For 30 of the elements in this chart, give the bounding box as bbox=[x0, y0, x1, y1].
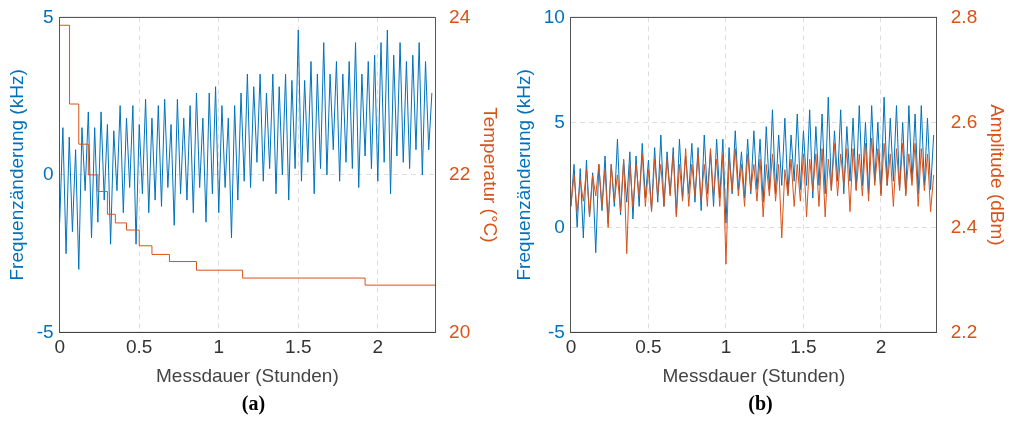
y2-tick-label: 2.8 bbox=[950, 5, 978, 27]
y-tick-label: -5 bbox=[36, 320, 54, 342]
x-tick-label: 0.5 bbox=[635, 336, 662, 358]
x-tick-label: 1 bbox=[213, 336, 225, 358]
x-tick-label: 1.5 bbox=[790, 336, 817, 358]
y-tick-label: 5 bbox=[43, 5, 54, 27]
x-tick-label: 1.5 bbox=[285, 336, 312, 358]
y2-axis-title: Amplitude (dBm) bbox=[987, 104, 1009, 246]
y2-tick-label: 22 bbox=[449, 163, 471, 185]
y2-tick-label: 2.2 bbox=[950, 320, 978, 342]
y-tick-label: 0 bbox=[554, 215, 565, 237]
y-tick-label: -5 bbox=[548, 320, 565, 342]
y2-axis-title: Temperatur (°C) bbox=[480, 107, 502, 243]
y2-tick-label: 24 bbox=[449, 5, 471, 27]
y-tick-label: 5 bbox=[554, 110, 565, 132]
x-tick-label: 2 bbox=[372, 336, 384, 358]
text: (a) bbox=[240, 392, 267, 415]
y-axis-title: Frequenzänderung (kHz) bbox=[5, 69, 27, 281]
text: (b) bbox=[747, 392, 774, 415]
x-tick-label: 1 bbox=[720, 336, 732, 358]
x-axis-title: Messdauer (Stunden) bbox=[156, 364, 339, 386]
y-tick-label: 0 bbox=[43, 163, 54, 185]
x-tick-label: 2 bbox=[875, 336, 887, 358]
x-tick-label: 0.5 bbox=[126, 336, 153, 358]
y-axis-title: Frequenzänderung (kHz) bbox=[512, 69, 534, 281]
y2-tick-label: 20 bbox=[449, 320, 471, 342]
y2-tick-label: 2.6 bbox=[950, 110, 978, 132]
y-tick-label: 10 bbox=[543, 5, 565, 27]
y2-tick-label: 2.4 bbox=[950, 215, 978, 237]
x-axis-title: Messdauer (Stunden) bbox=[662, 364, 846, 386]
